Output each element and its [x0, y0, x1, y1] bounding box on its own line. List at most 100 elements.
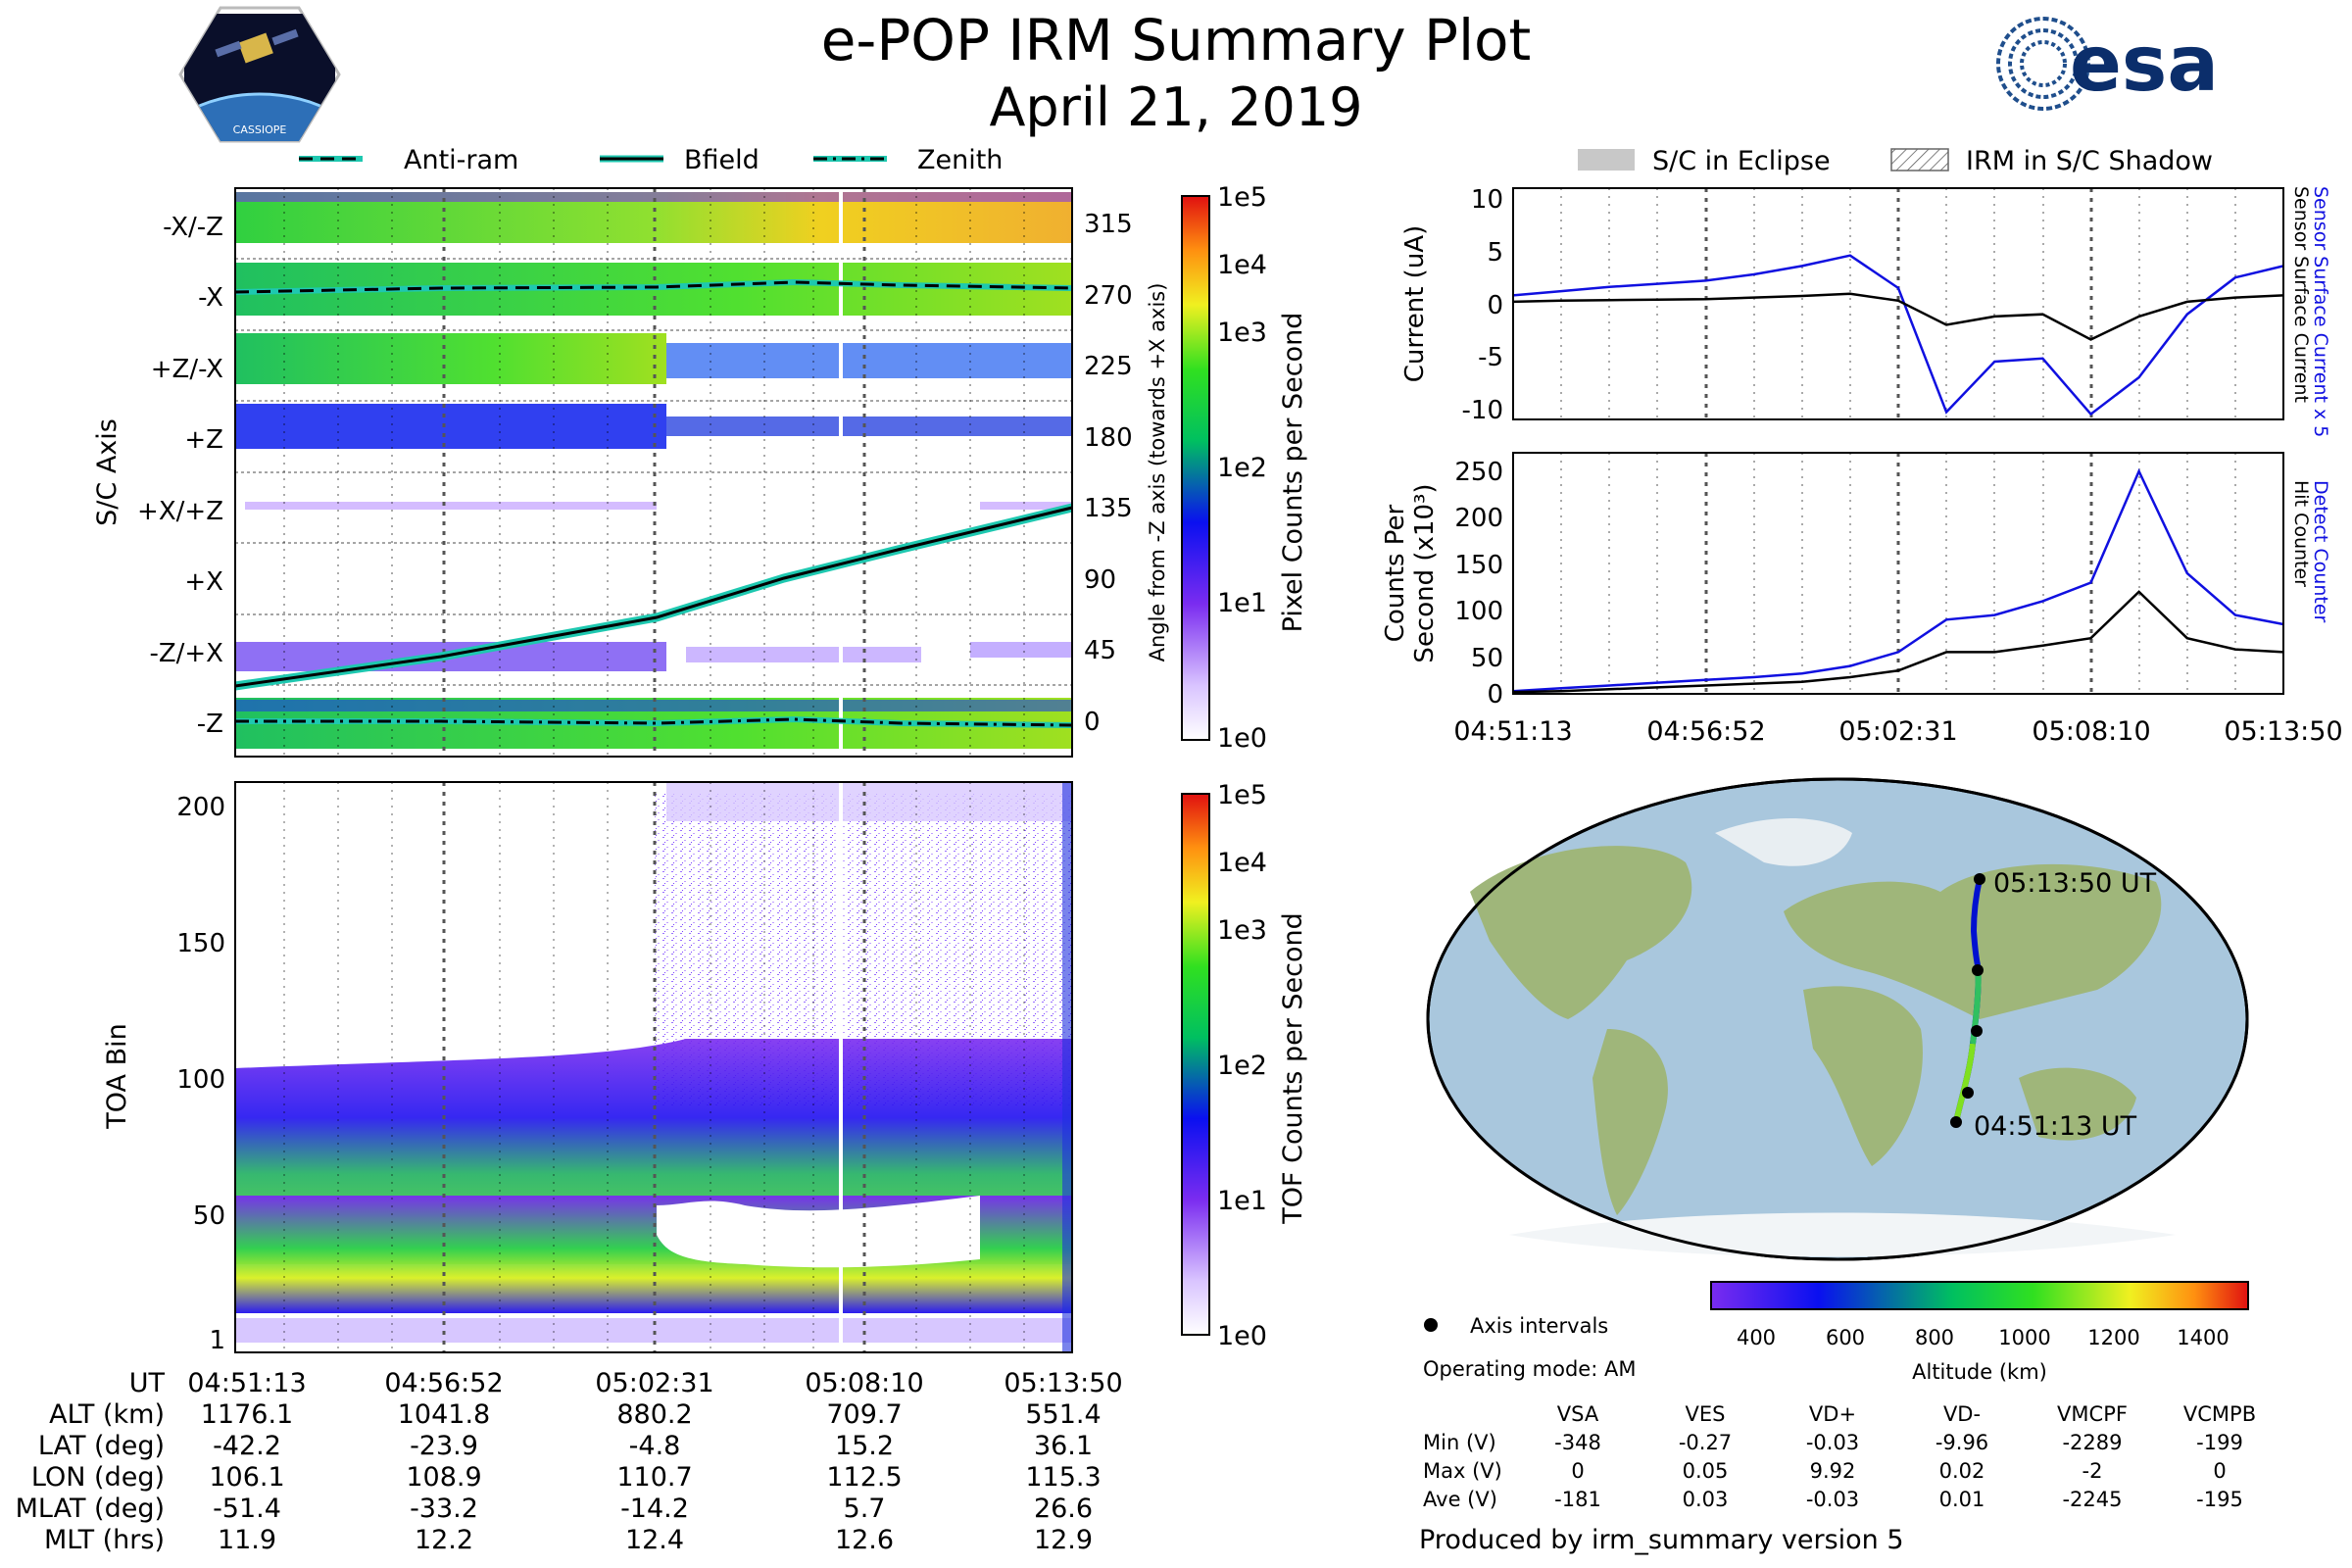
- ephemeris-table: UT ALT (km) LAT (deg) LON (deg) MLAT (de…: [16, 1368, 1123, 1555]
- hit-counter-series: [1512, 590, 2284, 694]
- voltage-cell: -0.27: [1679, 1431, 1732, 1454]
- alt-tick-800: 800: [1915, 1326, 1954, 1349]
- counts-tick-200: 200: [1454, 504, 1503, 533]
- alt-tick-1000: 1000: [1998, 1326, 2050, 1349]
- ephemeris-cell: 11.9: [218, 1525, 276, 1555]
- counts-tick-150: 150: [1454, 551, 1503, 580]
- ephemeris-cell: 5.7: [844, 1494, 886, 1524]
- tof-cb-tick-1e4: 1e4: [1217, 848, 1267, 878]
- time-tick: 04:56:52: [1646, 716, 1765, 747]
- counts-tick-100: 100: [1454, 597, 1503, 626]
- ephemeris-row-label: UT: [129, 1368, 166, 1398]
- current-tick-neg5: -5: [1478, 343, 1503, 372]
- voltage-cell: 0.01: [1939, 1488, 1985, 1511]
- ephemeris-cell: 112.5: [826, 1462, 902, 1493]
- ephemeris-row-label: MLT (hrs): [44, 1525, 165, 1555]
- toa-tick-1: 1: [209, 1326, 225, 1355]
- ephemeris-cell: 36.1: [1034, 1431, 1093, 1461]
- current-tick-5: 5: [1487, 238, 1503, 268]
- current-tick-0: 0: [1487, 291, 1503, 320]
- counts-y-title-1: Counts Per: [1381, 504, 1410, 642]
- counts-chart: 250 200 150 100 50 0 Counts Per Second (…: [1381, 452, 2331, 710]
- ephemeris-cell: 05:08:10: [805, 1368, 923, 1398]
- toa-tick-100: 100: [176, 1065, 225, 1095]
- voltage-cell: -195: [2196, 1488, 2243, 1511]
- voltage-row-label: Max (V): [1423, 1459, 1502, 1483]
- voltage-cell: 0: [2213, 1459, 2226, 1483]
- angle-tick-225: 225: [1084, 352, 1133, 381]
- ephemeris-cell: 108.9: [406, 1462, 481, 1493]
- voltage-cell: 0.03: [1683, 1488, 1729, 1511]
- y-label-pos-x: +X: [184, 567, 223, 597]
- legend-shadow: IRM in S/C Shadow: [1966, 146, 2213, 176]
- counts-y-title-2: Second (x10³): [1410, 483, 1440, 662]
- counts-tick-250: 250: [1454, 458, 1503, 487]
- legend-bfield: Bfield: [684, 145, 760, 175]
- track-end-label: 05:13:50 UT: [1993, 868, 2157, 899]
- pixel-cb-tick-1e0: 1e0: [1217, 723, 1267, 754]
- detect-counter-series: [1512, 467, 2284, 693]
- ephemeris-cell: 1176.1: [201, 1399, 293, 1430]
- y-label-neg-z-pos-x: -Z/+X: [149, 639, 223, 668]
- legend-anti-ram: Anti-ram: [404, 145, 518, 175]
- angle-tick-315: 315: [1084, 210, 1133, 239]
- current-tick-neg10: -10: [1462, 396, 1503, 425]
- line-charts-panel: S/C in Eclipse IRM in S/C Shadow 10 5 0 …: [1381, 146, 2343, 747]
- y-label-neg-x-neg-z: -X/-Z: [163, 213, 223, 242]
- altitude-colorbar: [1710, 1281, 2249, 1310]
- footer-produced-by: Produced by irm_summary version 5: [1419, 1525, 1904, 1555]
- ephemeris-cell: 880.2: [616, 1399, 692, 1430]
- angle-tick-0: 0: [1084, 708, 1101, 737]
- ephemeris-cell: 26.6: [1034, 1494, 1093, 1524]
- angle-axis-title: Angle from -Z axis (towards +X axis): [1146, 283, 1169, 662]
- y-label-pos-z-neg-x: +Z/-X: [151, 355, 223, 384]
- tof-colorbar-title: TOF Counts per Second: [1278, 912, 1308, 1225]
- pixel-cb-tick-1e3: 1e3: [1217, 318, 1267, 348]
- ephemeris-cell: 551.4: [1025, 1399, 1101, 1430]
- voltage-header: VD-: [1943, 1402, 1981, 1426]
- voltage-row-label: Ave (V): [1423, 1488, 1497, 1511]
- tof-cb-tick-1e3: 1e3: [1217, 915, 1267, 946]
- tof-cb-tick-1e2: 1e2: [1217, 1051, 1267, 1081]
- toa-tick-200: 200: [176, 793, 225, 822]
- voltage-header: VMCPF: [2057, 1402, 2128, 1426]
- ephemeris-row-label: LAT (deg): [38, 1431, 165, 1461]
- angle-tick-90: 90: [1084, 565, 1116, 595]
- altitude-label: Altitude (km): [1912, 1360, 2047, 1384]
- time-tick: 04:51:13: [1453, 716, 1572, 747]
- current-series: [1512, 292, 2284, 341]
- ephemeris-cell: 04:56:52: [384, 1368, 503, 1398]
- tof-colorbar: [1181, 793, 1210, 1336]
- voltage-cell: -9.96: [1936, 1431, 1988, 1454]
- current-chart: 10 5 0 -5 -10 Current (uA) Sensor Surfac…: [1400, 185, 2331, 437]
- current-right-label-black: Sensor Surface Current: [2290, 186, 2312, 403]
- voltage-header: VCMPB: [2183, 1402, 2256, 1426]
- ephemeris-cell: 1041.8: [398, 1399, 490, 1430]
- voltage-table: VSA VES VD+ VD- VMCPF VCMPB Min (V) Max …: [1419, 1402, 2256, 1555]
- alt-tick-1200: 1200: [2087, 1326, 2139, 1349]
- pixel-cb-tick-1e1: 1e1: [1217, 588, 1267, 618]
- ephemeris-cell: 106.1: [209, 1462, 284, 1493]
- voltage-cell: -348: [1554, 1431, 1601, 1454]
- voltage-cell: 0.02: [1939, 1459, 1985, 1483]
- ephemeris-cell: 12.4: [625, 1525, 684, 1555]
- voltage-cell: 0.05: [1683, 1459, 1729, 1483]
- pixel-cb-tick-1e5: 1e5: [1217, 182, 1267, 213]
- current-tick-10: 10: [1471, 185, 1503, 215]
- ephemeris-row-label: ALT (km): [49, 1399, 165, 1430]
- ephemeris-cell: -42.2: [213, 1431, 281, 1461]
- counts-tick-0: 0: [1487, 680, 1503, 710]
- esa-logo-text: esa: [2070, 21, 2219, 109]
- current-series-x5: [1512, 254, 2284, 416]
- time-tick: 05:13:50: [2224, 716, 2342, 747]
- counts-right-label-blue: Detect Counter: [2310, 480, 2331, 623]
- tof-cb-tick-1e0: 1e0: [1217, 1321, 1267, 1351]
- voltage-cell: -0.03: [1806, 1488, 1859, 1511]
- ephemeris-cell: -14.2: [620, 1494, 689, 1524]
- toa-tick-50: 50: [193, 1201, 225, 1231]
- voltage-cell: -199: [2196, 1431, 2243, 1454]
- pixel-cb-tick-1e4: 1e4: [1217, 250, 1267, 280]
- esa-logo: esa: [1996, 17, 2219, 111]
- pixel-cb-tick-1e2: 1e2: [1217, 453, 1267, 483]
- tof-counts-panel: 200 150 100 50 1 TOA Bin 1e5 1e4 1e3 1e2…: [102, 780, 1308, 1355]
